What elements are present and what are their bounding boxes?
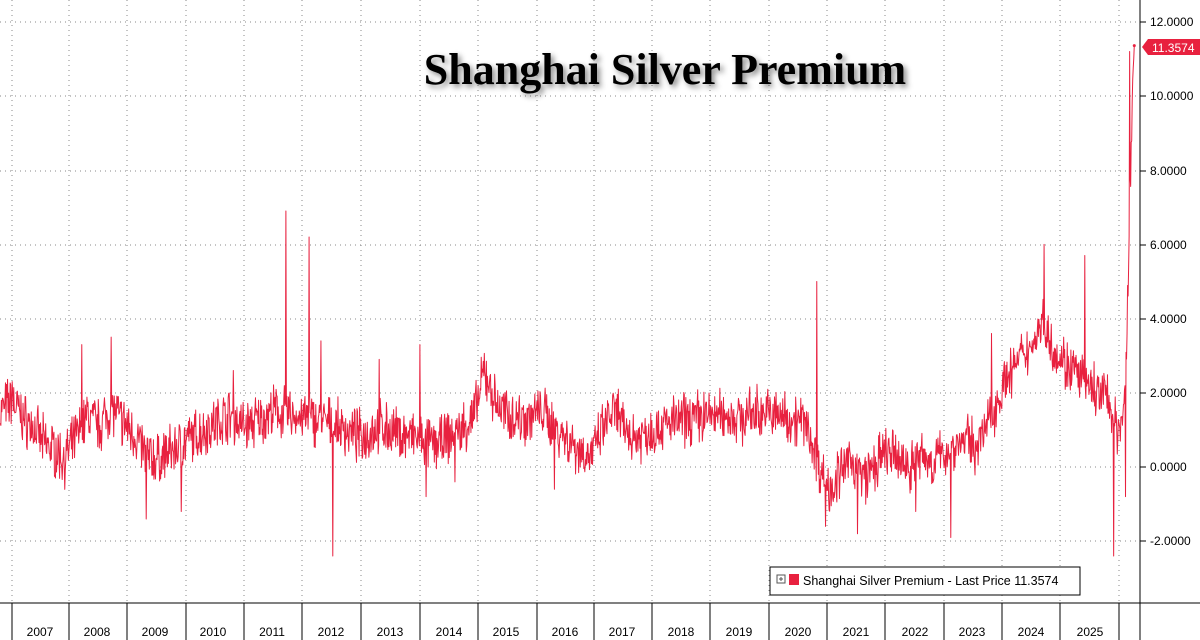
y-tick-label-3: 6.0000 <box>1150 238 1187 252</box>
legend-frame <box>769 566 1081 596</box>
x-tick-label-3: 2010 <box>200 625 227 639</box>
legend: Shanghai Silver Premium - Last Price 11.… <box>769 566 1081 596</box>
y-tick-label-7: -2.0000 <box>1150 534 1191 548</box>
x-tick-label-4: 2011 <box>259 625 285 639</box>
y-tick-label-6: 0.0000 <box>1150 460 1187 474</box>
x-tick-label-9: 2016 <box>552 625 579 639</box>
x-tick-label-12: 2019 <box>726 625 753 639</box>
x-tick-label-13: 2020 <box>785 625 812 639</box>
x-tick-label-16: 2023 <box>959 625 986 639</box>
last-price-point <box>1132 44 1136 48</box>
x-tick-label-2: 2009 <box>142 625 169 639</box>
x-tick-label-15: 2022 <box>902 625 929 639</box>
x-tick-label-5: 2012 <box>318 625 345 639</box>
x-tick-label-11: 2018 <box>668 625 695 639</box>
x-tick-label-8: 2015 <box>493 625 520 639</box>
y-tick-label-2: 8.0000 <box>1150 164 1187 178</box>
x-tick-label-1: 2008 <box>84 625 111 639</box>
series-layer <box>0 44 1136 557</box>
y-tick-label-5: 2.0000 <box>1150 386 1187 400</box>
y-tick-label-1: 10.0000 <box>1150 89 1194 103</box>
x-tick-label-7: 2014 <box>436 625 463 639</box>
x-tick-label-6: 2013 <box>377 625 404 639</box>
y-tick-label-4: 4.0000 <box>1150 312 1187 326</box>
x-tick-label-0: 2007 <box>27 625 54 639</box>
x-tick-label-17: 2024 <box>1018 625 1045 639</box>
chart-title: Shanghai Silver Premium <box>424 45 906 94</box>
last-price-flag: 11.3574 <box>1142 39 1200 55</box>
last-price-badge <box>1142 39 1200 55</box>
grid-lines <box>0 0 1140 603</box>
x-tick-label-18: 2025 <box>1077 625 1104 639</box>
x-tick-label-10: 2017 <box>609 625 636 639</box>
last-price-value: 11.3574 <box>1152 41 1195 55</box>
legend-label: Shanghai Silver Premium - Last Price 11.… <box>803 574 1058 588</box>
y-tick-label-0: 12.0000 <box>1150 15 1194 29</box>
x-tick-label-14: 2021 <box>843 625 870 639</box>
legend-series-swatch <box>789 574 799 585</box>
series-line-shanghai-silver-premium <box>0 45 1135 557</box>
